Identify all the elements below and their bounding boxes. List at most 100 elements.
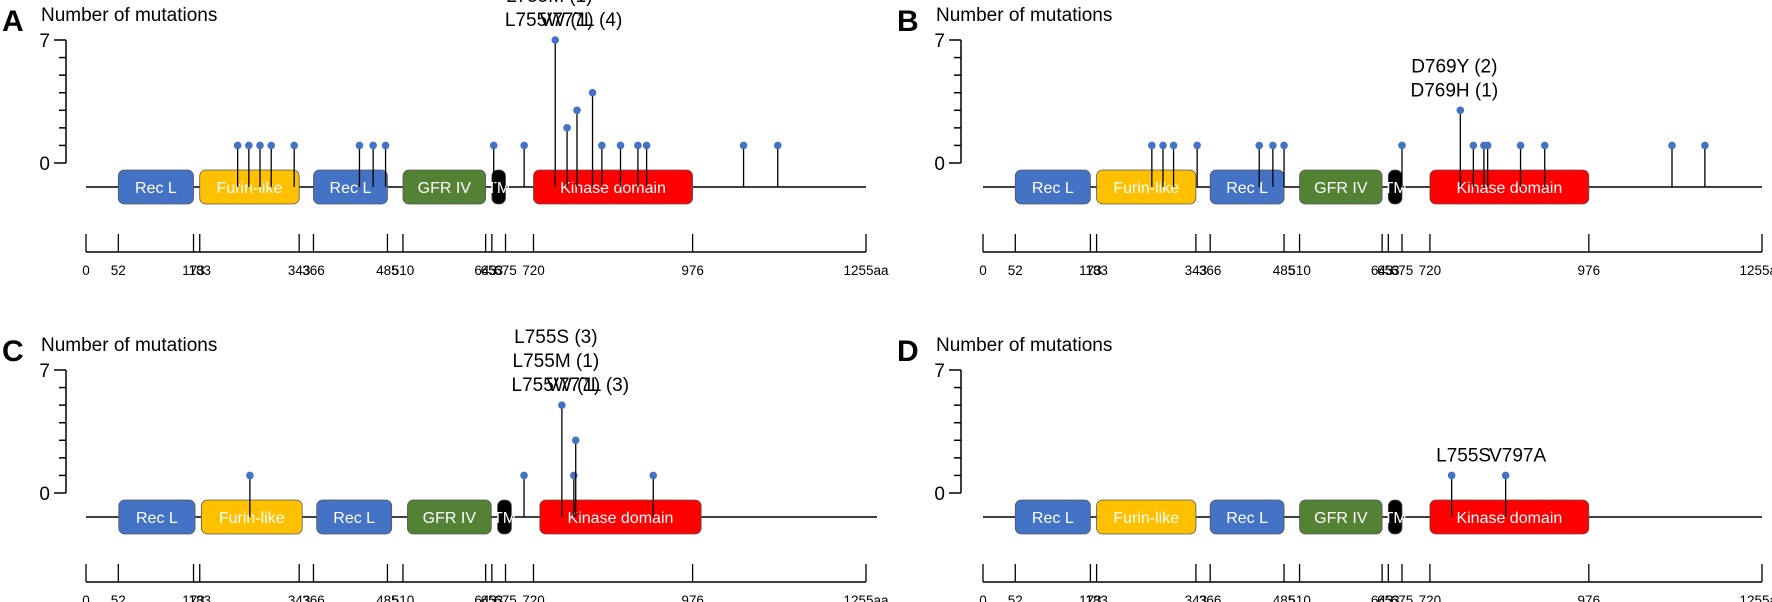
position-tick-label: 720 — [522, 263, 545, 278]
domain-label: Rec L — [136, 510, 178, 527]
position-tick-label: 52 — [111, 593, 126, 602]
position-tick-label: 675 — [1391, 263, 1414, 278]
domain-label: GFR IV — [1314, 510, 1368, 527]
domain-label: TM — [487, 180, 510, 197]
domain-box-kinase — [1429, 169, 1590, 205]
position-tick-label: 52 — [1008, 263, 1023, 278]
mutation-annotation: V777L (3) — [546, 375, 629, 396]
position-tick-label: 1255aa — [843, 263, 889, 278]
domain-label: Furin-like — [219, 510, 285, 527]
lollipop-head — [634, 141, 642, 150]
domain-label: TM — [493, 510, 516, 527]
lollipop-head — [1516, 141, 1525, 150]
domain-box-rec_l — [1209, 499, 1285, 535]
lollipop-head — [642, 141, 651, 150]
domain-label: Furin-like — [1113, 510, 1179, 527]
lollipop-head — [739, 141, 748, 150]
position-tick-label: 0 — [979, 263, 987, 278]
panel-label: B — [897, 5, 919, 38]
position-tick-label: 1255aa — [843, 593, 889, 602]
panel-d: D Number of mutations 7 0 Rec L Furin-like Rec… — [897, 335, 1772, 602]
position-tick-label: 0 — [82, 263, 90, 278]
domain-label: Kinase domain — [1456, 180, 1562, 197]
mutation-annotation: L755M (1) — [506, 0, 593, 7]
domain-label: Rec L — [1032, 510, 1074, 527]
position-tick-label: 485 — [376, 263, 399, 278]
position-tick-label: 643 — [1371, 263, 1394, 278]
domain-label: Kinase domain — [1456, 510, 1562, 527]
position-tick-label: 52 — [111, 263, 126, 278]
lollipop-head — [1456, 106, 1465, 115]
y-axis-title: Number of mutations — [936, 5, 1112, 26]
lollipop-head — [489, 141, 498, 150]
panel-label: A — [2, 5, 24, 38]
lollipop-head — [588, 88, 597, 97]
lollipop-head — [563, 124, 571, 132]
lollipop-head — [520, 471, 528, 480]
position-tick-label: 173 — [1079, 593, 1102, 602]
lollipop-head — [256, 141, 264, 150]
y-axis-title: Number of mutations — [41, 335, 217, 356]
lollipop-head — [616, 141, 625, 150]
domain-label: Rec L — [1226, 180, 1268, 197]
position-tick-label: 653 — [481, 263, 504, 278]
position-tick-label: 343 — [1185, 263, 1208, 278]
lollipop-head — [381, 141, 390, 150]
position-tick-label: 510 — [1288, 593, 1311, 602]
lollipop-head — [1668, 141, 1676, 150]
position-tick-label: 510 — [1288, 263, 1311, 278]
lollipop-head — [571, 436, 580, 445]
domain-label: Rec L — [1226, 510, 1268, 527]
domain-box-tm — [1387, 499, 1403, 535]
lollipop-head — [1540, 141, 1549, 150]
mutation-annotation: D769Y (2) — [1411, 56, 1497, 77]
position-tick-label: 976 — [1578, 593, 1601, 602]
position-tick-label: 183 — [1085, 263, 1108, 278]
position-tick-label: 173 — [182, 263, 205, 278]
panel-label: C — [2, 335, 24, 368]
position-tick-label: 643 — [1371, 593, 1394, 602]
position-tick-label: 366 — [1199, 263, 1222, 278]
domain-label: GFR IV — [418, 180, 472, 197]
lollipop-head — [1701, 141, 1709, 150]
domain-box-furin — [200, 499, 303, 535]
domain-box-gfr — [402, 169, 487, 205]
mutation-annotation: V777L (4) — [540, 10, 623, 31]
lollipop-head — [1483, 141, 1492, 150]
position-tick-label: 510 — [392, 263, 415, 278]
lollipop-head — [245, 141, 253, 150]
domain-box-gfr — [1299, 169, 1383, 205]
y-tick-label-max: 7 — [934, 31, 945, 52]
domain-box-gfr — [407, 499, 492, 535]
position-tick-label: 1255aa — [1739, 593, 1772, 602]
lollipop-head — [246, 471, 254, 480]
y-tick-label-min: 0 — [39, 154, 50, 175]
position-tick-label: 675 — [494, 263, 517, 278]
lollipop-head — [649, 471, 658, 480]
mutation-annotation: D769H (1) — [1411, 80, 1499, 101]
position-tick-label: 720 — [522, 593, 545, 602]
mutation-annotation: L755W (1) — [505, 10, 594, 31]
domain-label: TM — [1384, 180, 1407, 197]
position-tick-label: 653 — [1377, 263, 1400, 278]
lollipop-head — [573, 106, 581, 115]
lollipop-head — [598, 141, 606, 150]
position-tick-label: 976 — [1578, 263, 1601, 278]
position-tick-label: 0 — [82, 593, 90, 602]
lollipop-head — [551, 36, 560, 44]
domain-label: Kinase domain — [560, 180, 666, 197]
domain-box-rec_l — [118, 499, 196, 535]
lollipop-head — [1469, 141, 1478, 150]
domain-label: Rec L — [330, 180, 372, 197]
domain-box-tm — [491, 169, 506, 205]
domain-box-kinase — [1429, 499, 1590, 535]
lollipop-head — [520, 141, 528, 150]
position-tick-label: 675 — [494, 593, 517, 602]
lollipop-head — [570, 471, 578, 480]
panel-label: D — [897, 335, 919, 368]
position-tick-label: 366 — [302, 593, 325, 602]
lollipop-head — [267, 141, 276, 150]
mutation-annotation: L755W (1) — [512, 375, 601, 396]
y-tick-label-max: 7 — [39, 31, 50, 52]
position-tick-label: 343 — [1185, 593, 1208, 602]
